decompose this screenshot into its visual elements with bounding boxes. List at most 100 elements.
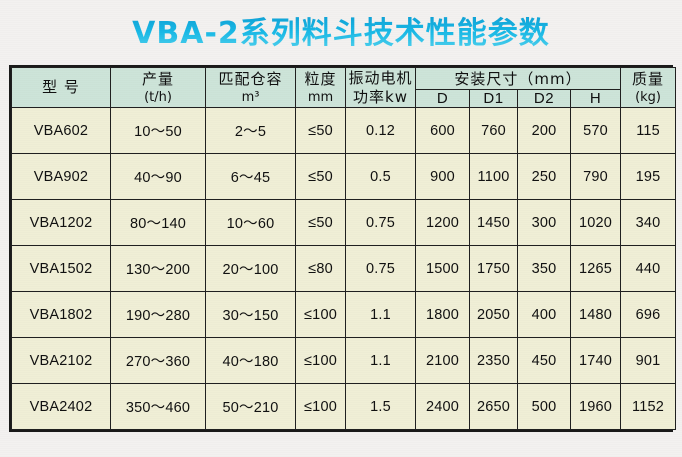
cell-granularity: ≤50	[295, 153, 346, 200]
cell-mass: 901	[620, 337, 677, 384]
cell-d1: 2350	[469, 337, 518, 384]
table-row: VBA2402 350～460 50～210 ≤100 1.5 2400 2650 500 19…	[11, 383, 677, 430]
cell-granularity: ≤50	[295, 199, 346, 246]
cell-model: VBA1202	[11, 199, 111, 246]
cell-d1: 1750	[469, 245, 518, 292]
table-row: VBA602 10～50 2～5 ≤50 0.12 600 760 200 570 115	[11, 107, 677, 154]
cell-power: 0.12	[345, 107, 416, 154]
cell-capacity: 80～140	[110, 199, 206, 246]
column-header-dim-d-label: D	[436, 90, 449, 107]
cell-model: VBA902	[11, 153, 111, 200]
column-header-mass-label: 质量	[632, 69, 665, 88]
cell-h: 570	[569, 107, 622, 154]
cell-capacity: 190～280	[110, 291, 206, 338]
cell-h: 1480	[569, 291, 622, 338]
column-header-mass: 质量 (kg)	[620, 67, 677, 108]
cell-granularity: ≤100	[295, 337, 346, 384]
cell-h: 1740	[569, 337, 622, 384]
cell-power: 1.1	[345, 337, 416, 384]
cell-volume: 30～150	[205, 291, 296, 338]
column-header-granularity-unit: mm	[307, 89, 334, 105]
cell-volume: 2～5	[205, 107, 296, 154]
column-header-dimensions-group: 安装尺寸（mm）	[414, 67, 622, 90]
cell-d: 1800	[415, 291, 470, 338]
column-header-dim-d: D	[415, 89, 470, 108]
cell-model: VBA1802	[11, 291, 111, 338]
cell-volume: 6～45	[205, 153, 296, 200]
cell-capacity: 10～50	[110, 107, 206, 154]
column-header-dim-d1: D1	[469, 89, 518, 108]
spec-table-container: 型 号 产量 (t/h) 匹配仓容 m³ 粒度 mm 振动电机 功率kw	[9, 65, 677, 432]
cell-d: 2100	[415, 337, 470, 384]
header-row-top: 型 号 产量 (t/h) 匹配仓容 m³ 粒度 mm 振动电机 功率kw	[11, 67, 677, 108]
column-header-power: 振动电机 功率kw	[345, 67, 416, 108]
column-header-dim-d1-label: D1	[483, 90, 504, 107]
cell-volume: 10～60	[205, 199, 296, 246]
cell-granularity: ≤80	[295, 245, 346, 292]
column-header-dim-d2-label: D2	[533, 90, 555, 107]
table-row: VBA2102 270～360 40～180 ≤100 1.1 2100 2350 450 17…	[11, 337, 677, 384]
column-header-volume-unit: m³	[241, 89, 260, 105]
cell-mass: 1152	[620, 383, 677, 430]
column-header-model: 型 号	[11, 67, 111, 108]
cell-capacity: 350～460	[110, 383, 206, 430]
cell-capacity: 40～90	[110, 153, 206, 200]
cell-power: 1.1	[345, 291, 416, 338]
column-header-granularity: 粒度 mm	[295, 67, 346, 108]
column-header-dim-h: H	[569, 89, 622, 108]
cell-d2: 250	[517, 153, 571, 200]
cell-d2: 350	[517, 245, 571, 292]
table-row: VBA1802 190～280 30～150 ≤100 1.1 1800 2050 400 14…	[11, 291, 677, 338]
cell-capacity: 270～360	[110, 337, 206, 384]
column-header-volume-label: 匹配仓容	[218, 69, 283, 88]
column-header-granularity-label: 粒度	[304, 69, 337, 88]
cell-power: 0.75	[345, 199, 416, 246]
column-header-model-label: 型 号	[42, 78, 80, 96]
cell-d1: 2050	[469, 291, 518, 338]
cell-h: 1020	[569, 199, 622, 246]
cell-d2: 200	[517, 107, 571, 154]
cell-volume: 50～210	[205, 383, 296, 430]
cell-mass: 195	[620, 153, 677, 200]
page-title: VBA-2系列料斗技术性能参数	[0, 14, 682, 54]
cell-volume: 20～100	[205, 245, 296, 292]
cell-d2: 500	[517, 383, 571, 430]
cell-granularity: ≤100	[295, 383, 346, 430]
column-header-volume: 匹配仓容 m³	[205, 67, 296, 108]
column-header-capacity-label: 产量	[141, 69, 174, 88]
cell-model: VBA2102	[11, 337, 111, 384]
spec-table: 型 号 产量 (t/h) 匹配仓容 m³ 粒度 mm 振动电机 功率kw	[11, 67, 677, 430]
cell-h: 1960	[569, 383, 622, 430]
cell-granularity: ≤50	[295, 107, 346, 154]
cell-power: 0.5	[345, 153, 416, 200]
column-header-dim-d2: D2	[517, 89, 571, 108]
cell-d: 600	[415, 107, 470, 154]
column-header-dim-h-label: H	[589, 90, 602, 107]
cell-power: 0.75	[345, 245, 416, 292]
cell-d1: 2650	[469, 383, 518, 430]
cell-power: 1.5	[345, 383, 416, 430]
column-header-power-label: 振动电机	[348, 68, 413, 87]
cell-d: 1500	[415, 245, 470, 292]
table-row: VBA902 40～90 6～45 ≤50 0.5 900 1100 250 790 195	[11, 153, 677, 200]
table-body: VBA602 10～50 2～5 ≤50 0.12 600 760 200 570 115 VBA9…	[11, 107, 677, 430]
cell-d1: 760	[469, 107, 518, 154]
cell-d1: 1450	[469, 199, 518, 246]
cell-model: VBA2402	[11, 383, 111, 430]
cell-d: 1200	[415, 199, 470, 246]
column-header-capacity-unit: (t/h)	[144, 89, 172, 105]
cell-d: 2400	[415, 383, 470, 430]
table-row: VBA1502 130～200 20～100 ≤80 0.75 1500 1750 350 12…	[11, 245, 677, 292]
cell-model: VBA1502	[11, 245, 111, 292]
cell-d2: 300	[517, 199, 571, 246]
column-header-mass-unit: (kg)	[635, 89, 662, 105]
cell-model: VBA602	[11, 107, 111, 154]
cell-mass: 440	[620, 245, 677, 292]
cell-d2: 450	[517, 337, 571, 384]
cell-d2: 400	[517, 291, 571, 338]
table-header: 型 号 产量 (t/h) 匹配仓容 m³ 粒度 mm 振动电机 功率kw	[11, 67, 677, 108]
cell-capacity: 130～200	[110, 245, 206, 292]
table-row: VBA1202 80～140 10～60 ≤50 0.75 1200 1450 300 1020…	[11, 199, 677, 246]
cell-volume: 40～180	[205, 337, 296, 384]
cell-mass: 340	[620, 199, 677, 246]
